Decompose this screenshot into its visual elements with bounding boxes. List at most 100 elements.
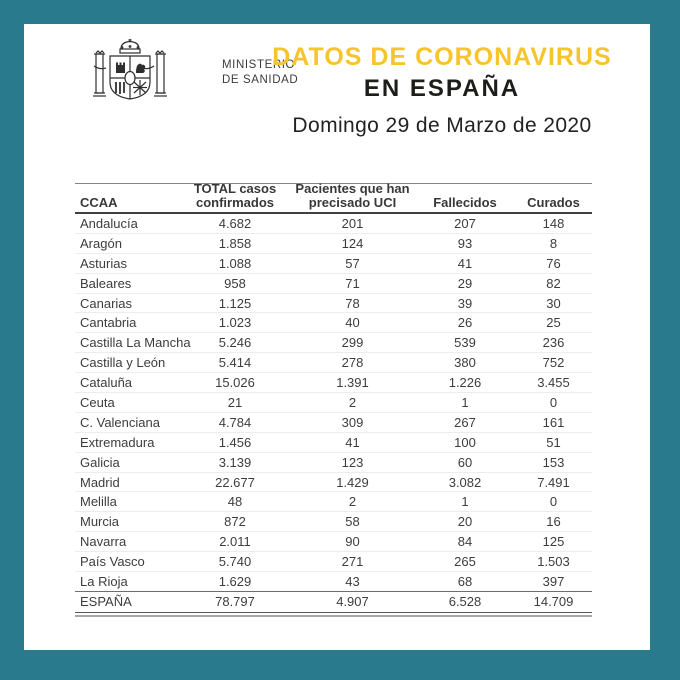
ccaa-name: Galicia [80, 454, 120, 470]
deaths-value: 84 [457, 534, 473, 550]
column-header-uci: Pacientes que han precisado UCI [295, 181, 410, 210]
deaths-value: 26 [457, 315, 473, 331]
total-recovered: 14.709 [533, 594, 574, 610]
deaths-value: 1.226 [448, 375, 482, 391]
table-row: Aragón 1.858 124 93 8 [75, 234, 592, 254]
ministry-name: MINISTERIO DE SANIDAD [222, 58, 298, 88]
confirmed-value: 48 [227, 494, 243, 510]
confirmed-value: 872 [224, 514, 246, 530]
total-row: ESPAÑA 78.797 4.907 6.528 14.709 [75, 592, 592, 612]
uci-value: 124 [341, 235, 364, 251]
table-row: Asturias 1.088 57 41 76 [75, 254, 592, 274]
confirmed-value: 958 [224, 275, 246, 291]
ccaa-name: Asturias [80, 255, 127, 271]
uci-value: 90 [345, 534, 360, 550]
total-label: ESPAÑA [80, 594, 132, 610]
uci-value: 58 [345, 514, 360, 530]
table-row: Navarra 2.011 90 84 125 [75, 532, 592, 553]
table-row: Ceuta 21 2 1 0 [75, 393, 592, 413]
uci-value: 299 [341, 335, 364, 351]
uci-value: 271 [341, 554, 364, 570]
deaths-value: 60 [457, 454, 473, 470]
deaths-value: 39 [457, 295, 473, 311]
confirmed-value: 3.139 [218, 454, 252, 470]
table-row: Melilla 48 2 1 0 [75, 492, 592, 513]
ccaa-name: Murcia [80, 514, 120, 530]
deaths-value: 267 [454, 414, 476, 430]
ccaa-name: La Rioja [80, 573, 128, 589]
uci-value: 1.391 [336, 375, 369, 391]
deaths-value: 207 [454, 215, 476, 231]
recovered-value: 125 [542, 534, 565, 550]
ccaa-name: Aragón [80, 235, 122, 251]
deaths-value: 93 [457, 235, 473, 251]
deaths-value: 68 [457, 573, 473, 589]
column-header-curados: Curados [527, 195, 580, 210]
ccaa-name: Cataluña [80, 375, 133, 391]
table-bottom-line-1 [75, 611, 592, 613]
uci-value: 123 [341, 454, 364, 470]
confirmed-value: 4.682 [218, 215, 252, 231]
table-row: C. Valenciana 4.784 309 267 161 [75, 413, 592, 433]
recovered-value: 0 [549, 494, 558, 510]
deaths-value: 3.082 [448, 474, 482, 490]
ccaa-name: Andalucía [80, 215, 138, 231]
ccaa-name: Melilla [80, 494, 117, 510]
confirmed-value: 1.088 [218, 255, 252, 271]
uci-value: 278 [341, 355, 364, 371]
ccaa-name: Baleares [80, 275, 132, 291]
confirmed-value: 5.740 [218, 554, 252, 570]
uci-value: 201 [341, 215, 364, 231]
page-title: DATOS DE CORONAVIRUS [272, 43, 612, 71]
table-row: Canarias 1.125 78 39 30 [75, 294, 592, 314]
uci-value: 1.429 [336, 474, 369, 490]
ministry-line2: DE SANIDAD [222, 74, 299, 86]
table-row: Madrid 22.677 1.429 3.082 7.491 [75, 473, 592, 493]
ccaa-name: Extremadura [80, 434, 155, 450]
deaths-value: 41 [457, 255, 473, 271]
deaths-value: 20 [457, 514, 473, 530]
uci-value: 57 [345, 255, 360, 271]
uci-value: 40 [345, 315, 360, 331]
table-bottom-line-2 [75, 614, 592, 618]
table-row: Andalucía 4.682 201 207 148 [75, 214, 592, 234]
recovered-value: 8 [549, 235, 558, 251]
uci-value: 2 [348, 394, 357, 410]
deaths-value: 100 [454, 434, 476, 450]
recovered-value: 16 [546, 514, 561, 530]
table-row: La Rioja 1.629 43 68 397 [75, 572, 592, 592]
ccaa-name: Cantabria [80, 315, 137, 331]
deaths-value: 1 [461, 494, 469, 510]
deaths-value: 539 [454, 335, 476, 351]
spain-coat-of-arms-icon [93, 39, 167, 100]
confirmed-value: 5.246 [218, 335, 252, 351]
total-confirmed: 78.797 [215, 594, 255, 610]
table-row: Murcia 872 58 20 16 [75, 512, 592, 533]
total-deaths: 6.528 [448, 594, 482, 610]
table-row: Baleares 958 71 29 82 [75, 274, 592, 294]
uci-value: 2 [348, 494, 357, 510]
confirmed-value: 21 [227, 394, 243, 410]
confirmed-value: 5.414 [218, 355, 252, 371]
confirmed-value: 1.125 [218, 295, 252, 311]
recovered-value: 82 [546, 275, 561, 291]
recovered-value: 236 [542, 335, 565, 351]
ccaa-name: País Vasco [80, 554, 145, 570]
uci-value: 43 [345, 573, 360, 589]
ccaa-name: Ceuta [80, 394, 115, 410]
total-uci: 4.907 [336, 594, 369, 610]
table-row: Cataluña 15.026 1.391 1.226 3.455 [75, 373, 592, 394]
table-header-row: CCAA TOTAL casos confirmados Pacientes q… [75, 181, 592, 214]
table-row: Galicia 3.139 123 60 153 [75, 453, 592, 473]
table-row: Castilla La Mancha 5.246 299 539 236 [75, 333, 592, 354]
recovered-value: 30 [546, 295, 561, 311]
column-header-fallecidos: Fallecidos [433, 195, 497, 210]
ccaa-name: Madrid [80, 474, 120, 490]
confirmed-value: 22.677 [215, 474, 255, 490]
confirmed-value: 2.011 [219, 534, 251, 550]
page-subtitle: EN ESPAÑA [363, 75, 521, 102]
table-row: Castilla y León 5.414 278 380 752 [75, 353, 592, 374]
recovered-value: 51 [546, 434, 561, 450]
ccaa-name: Canarias [80, 295, 133, 311]
